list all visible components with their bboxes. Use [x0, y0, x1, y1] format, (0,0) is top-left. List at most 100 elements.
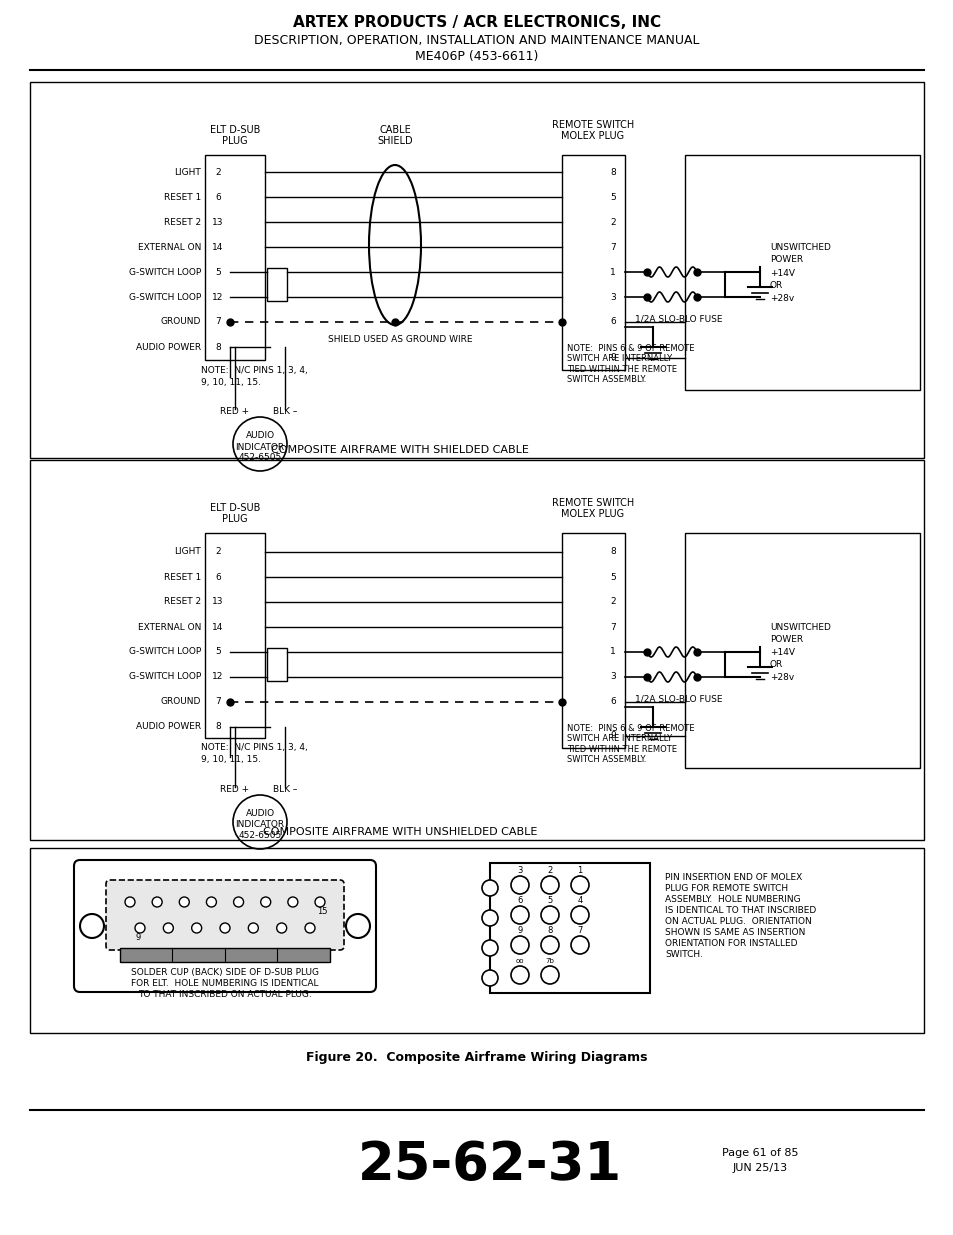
Text: COMPOSITE AIRFRAME WITH SHIELDED CABLE: COMPOSITE AIRFRAME WITH SHIELDED CABLE	[271, 445, 528, 454]
Text: 3: 3	[610, 673, 616, 682]
Text: 9: 9	[517, 926, 522, 935]
Text: 7: 7	[214, 698, 221, 706]
Text: ARTEX PRODUCTS / ACR ELECTRONICS, INC: ARTEX PRODUCTS / ACR ELECTRONICS, INC	[293, 15, 660, 30]
Circle shape	[305, 923, 314, 932]
Text: 4: 4	[577, 897, 582, 905]
Text: 5: 5	[214, 268, 221, 277]
Text: 2: 2	[610, 598, 616, 606]
Text: PLUG FOR REMOTE SWITCH: PLUG FOR REMOTE SWITCH	[664, 884, 787, 893]
Text: JUN 25/13: JUN 25/13	[732, 1163, 787, 1173]
Bar	[561, 534, 624, 748]
Circle shape	[571, 876, 588, 894]
Text: LIGHT: LIGHT	[174, 547, 201, 557]
Text: 1/2A SLO-BLO FUSE: 1/2A SLO-BLO FUSE	[635, 694, 721, 704]
Text: 3: 3	[610, 293, 616, 301]
Text: Figure 20.  Composite Airframe Wiring Diagrams: Figure 20. Composite Airframe Wiring Dia…	[306, 1051, 647, 1065]
Circle shape	[540, 936, 558, 953]
Text: ON ACTUAL PLUG.  ORIENTATION: ON ACTUAL PLUG. ORIENTATION	[664, 918, 811, 926]
Circle shape	[288, 897, 297, 906]
FancyBboxPatch shape	[106, 881, 344, 950]
Text: G-SWITCH LOOP: G-SWITCH LOOP	[129, 673, 201, 682]
Text: 452-6505: 452-6505	[238, 453, 281, 462]
Text: +28v: +28v	[769, 673, 794, 683]
Text: EXTERNAL ON: EXTERNAL ON	[137, 622, 201, 631]
Circle shape	[511, 966, 529, 984]
Text: ME406P (453-6611): ME406P (453-6611)	[415, 49, 538, 63]
Bar	[30, 82, 923, 458]
Circle shape	[481, 910, 497, 926]
Text: 6: 6	[214, 193, 221, 201]
Circle shape	[540, 876, 558, 894]
Text: AUDIO: AUDIO	[245, 809, 274, 819]
Text: REMOTE SWITCH: REMOTE SWITCH	[551, 120, 634, 130]
Text: UNSWITCHED: UNSWITCHED	[769, 242, 830, 252]
Text: 6: 6	[610, 317, 616, 326]
Bar	[490, 863, 649, 993]
Text: UNSWITCHED: UNSWITCHED	[769, 622, 830, 631]
Circle shape	[314, 897, 325, 906]
Bar	[205, 534, 265, 739]
Text: DESCRIPTION, OPERATION, INSTALLATION AND MAINTENANCE MANUAL: DESCRIPTION, OPERATION, INSTALLATION AND…	[254, 33, 699, 47]
Text: 25-62-31: 25-62-31	[357, 1139, 621, 1191]
Text: 8: 8	[547, 926, 552, 935]
Text: REMOTE SWITCH: REMOTE SWITCH	[551, 498, 634, 508]
Text: NOTE:  PINS 6 & 9 OF REMOTE
SWITCH ARE INTERNALLY
TIED WITHIN THE REMOTE
SWITCH : NOTE: PINS 6 & 9 OF REMOTE SWITCH ARE IN…	[566, 724, 694, 764]
Text: IS IDENTICAL TO THAT INSCRIBED: IS IDENTICAL TO THAT INSCRIBED	[664, 906, 816, 915]
Text: FOR ELT.  HOLE NUMBERING IS IDENTICAL: FOR ELT. HOLE NUMBERING IS IDENTICAL	[132, 979, 318, 988]
Text: NOTE:  N/C PINS 1, 3, 4,: NOTE: N/C PINS 1, 3, 4,	[201, 743, 308, 752]
Circle shape	[152, 897, 162, 906]
Text: 1/2A SLO-BLO FUSE: 1/2A SLO-BLO FUSE	[635, 315, 721, 324]
Text: OR: OR	[769, 661, 782, 669]
Text: 6: 6	[610, 698, 616, 706]
Text: SOLDER CUP (BACK) SIDE OF D-SUB PLUG: SOLDER CUP (BACK) SIDE OF D-SUB PLUG	[131, 968, 318, 977]
Text: 9: 9	[135, 934, 140, 942]
Text: BLK –: BLK –	[273, 785, 297, 794]
Text: 8: 8	[610, 547, 616, 557]
Text: PIN INSERTION END OF MOLEX: PIN INSERTION END OF MOLEX	[664, 873, 801, 883]
Text: 2: 2	[547, 867, 552, 876]
Text: 6: 6	[517, 897, 522, 905]
Text: COMPOSITE AIRFRAME WITH UNSHIELDED CABLE: COMPOSITE AIRFRAME WITH UNSHIELDED CABLE	[262, 827, 537, 837]
Text: 5: 5	[214, 647, 221, 657]
Circle shape	[260, 897, 271, 906]
Circle shape	[248, 923, 258, 932]
Bar	[205, 156, 265, 359]
Text: ORIENTATION FOR INSTALLED: ORIENTATION FOR INSTALLED	[664, 940, 797, 948]
Text: oo: oo	[516, 958, 524, 965]
Text: 12: 12	[213, 293, 223, 301]
Text: ELT D-SUB: ELT D-SUB	[210, 125, 260, 135]
Circle shape	[276, 923, 286, 932]
Text: ASSEMBLY.  HOLE NUMBERING: ASSEMBLY. HOLE NUMBERING	[664, 895, 800, 904]
Text: +14V: +14V	[769, 648, 794, 657]
Text: 1: 1	[577, 867, 582, 876]
Text: 12: 12	[213, 673, 223, 682]
Text: 14: 14	[213, 242, 223, 252]
Circle shape	[179, 897, 189, 906]
Text: +28v: +28v	[769, 294, 794, 303]
Text: 452-6505: 452-6505	[238, 831, 281, 841]
Text: PLUG: PLUG	[222, 514, 248, 524]
Circle shape	[571, 906, 588, 924]
Text: 15: 15	[316, 908, 327, 916]
Text: ELT D-SUB: ELT D-SUB	[210, 503, 260, 513]
Text: 8: 8	[214, 342, 221, 352]
Circle shape	[481, 969, 497, 986]
Text: 5: 5	[610, 193, 616, 201]
Text: 7b: 7b	[545, 958, 554, 965]
Text: CABLE: CABLE	[378, 125, 411, 135]
Text: 5: 5	[547, 897, 552, 905]
Text: TO THAT INSCRIBED ON ACTUAL PLUG.: TO THAT INSCRIBED ON ACTUAL PLUG.	[138, 990, 312, 999]
Text: RESET 2: RESET 2	[164, 217, 201, 226]
Circle shape	[125, 897, 135, 906]
Bar	[684, 156, 919, 390]
Circle shape	[511, 906, 529, 924]
Text: G-SWITCH LOOP: G-SWITCH LOOP	[129, 268, 201, 277]
Circle shape	[135, 923, 145, 932]
Circle shape	[571, 936, 588, 953]
Bar	[120, 948, 330, 962]
Text: 3: 3	[517, 867, 522, 876]
Bar	[267, 648, 287, 680]
Text: Page 61 of 85: Page 61 of 85	[721, 1149, 798, 1158]
Text: PLUG: PLUG	[222, 136, 248, 146]
Bar	[561, 156, 624, 370]
